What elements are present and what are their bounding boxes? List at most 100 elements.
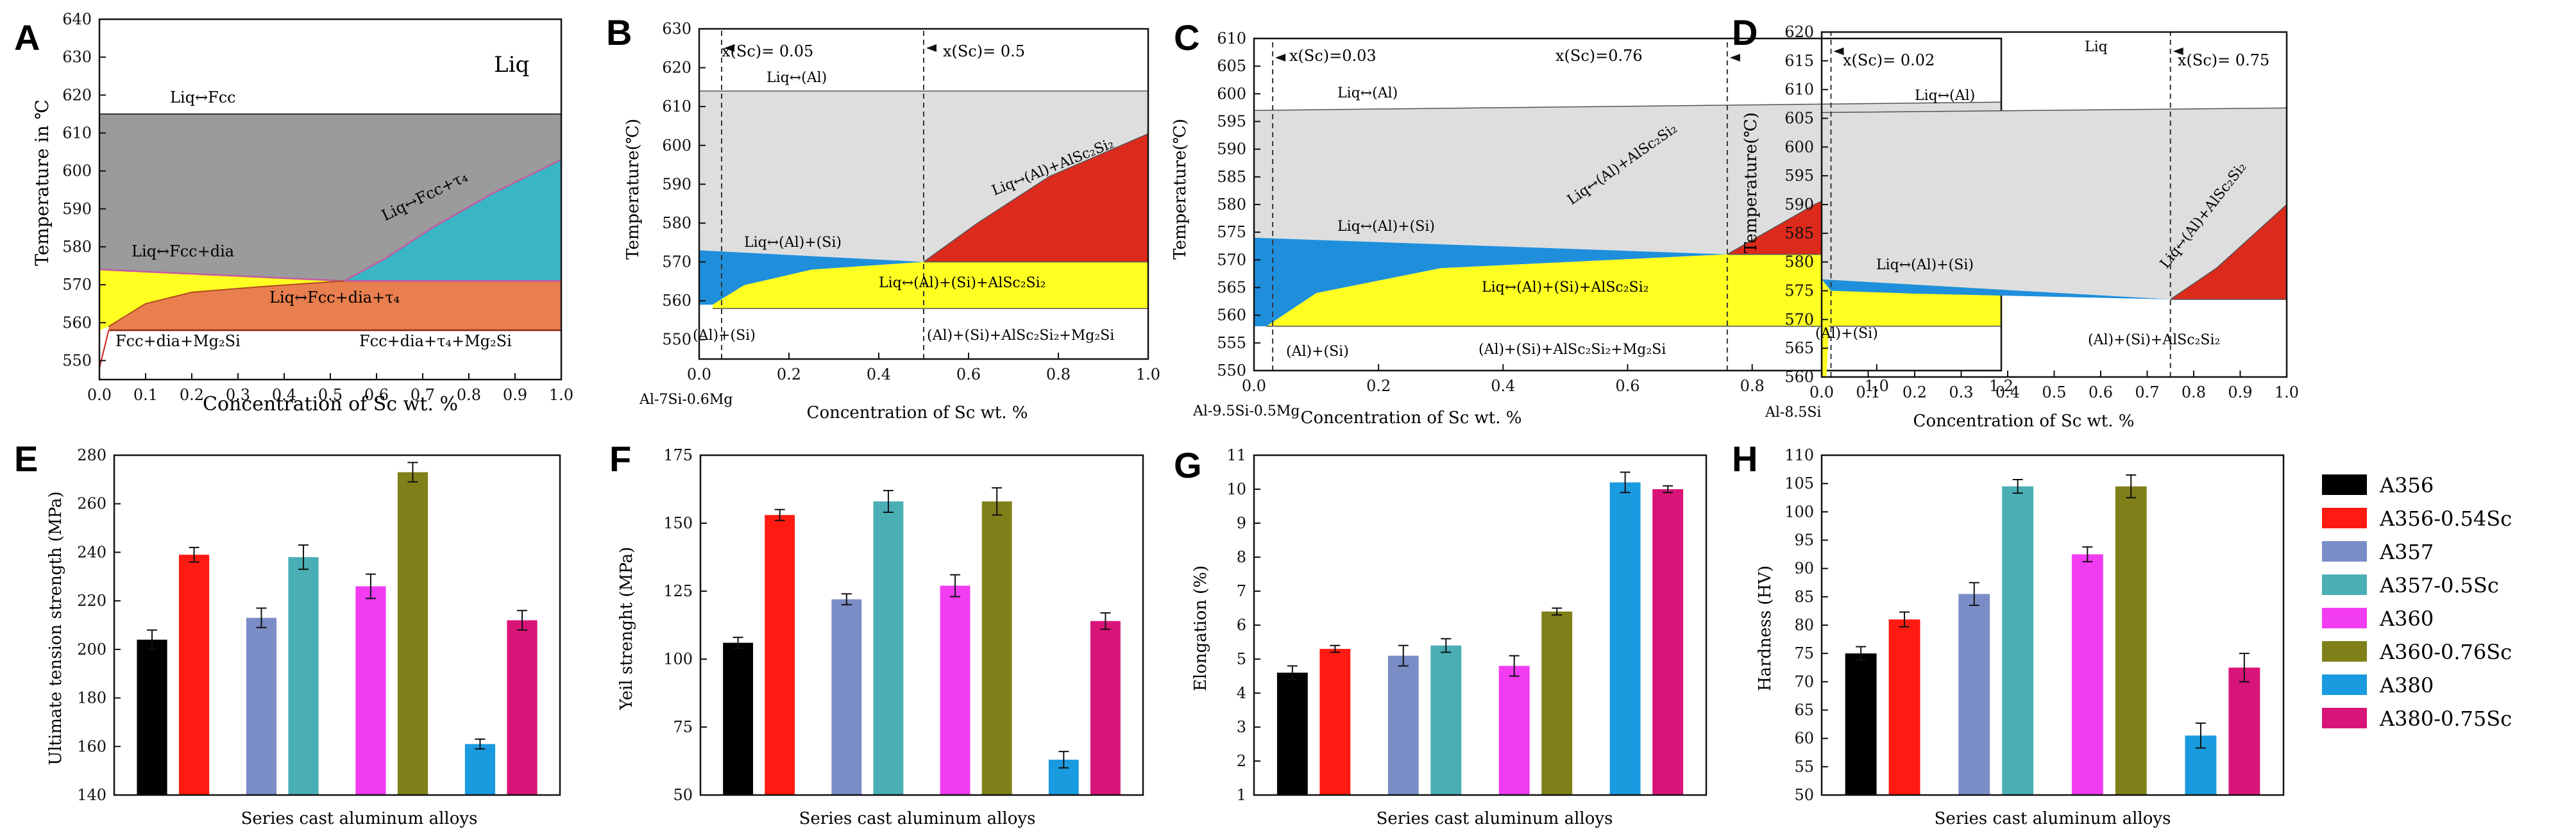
e-ytick-label: 160 — [77, 737, 106, 755]
g-xlabel: Series cast aluminum alloys — [1377, 809, 1613, 828]
panel-label-f: F — [609, 439, 631, 479]
b-ytick-label: 600 — [662, 137, 691, 155]
g-bar — [1387, 655, 1419, 795]
e-bar — [178, 555, 210, 795]
e-ytick-label: 280 — [77, 446, 106, 464]
h-ytick-label: 105 — [1784, 474, 1814, 492]
panel-label-g: G — [1174, 445, 1202, 485]
c-xtick-label: 0.2 — [1366, 377, 1391, 395]
c-ytick-label: 550 — [1217, 362, 1246, 380]
e-bar — [137, 639, 167, 795]
h-ytick-label: 55 — [1794, 758, 1814, 776]
c-region-liq-al-si-alsc — [1266, 254, 2001, 326]
a-xtick-label: 0.5 — [318, 386, 343, 404]
e-bar — [246, 617, 277, 795]
e-bar — [507, 620, 538, 795]
legend-label-2: A356-0.54Sc — [2379, 507, 2512, 531]
a-fcc-dia-boundary — [99, 269, 344, 282]
a-orange-top-line — [108, 280, 344, 328]
b-plot-frame — [698, 28, 1149, 360]
h-ytick-label: 90 — [1794, 560, 1814, 578]
b-ytick-label: 550 — [662, 331, 691, 349]
d-label-liq-al: Liq↔(Al) — [1915, 88, 1975, 104]
e-bar — [464, 744, 496, 795]
h-ytick-label: 80 — [1794, 616, 1814, 634]
d-xtick-label: 0.0 — [1809, 383, 1834, 401]
d-ylabel: Temperature(℃) — [1741, 112, 1761, 253]
a-xtick-label: 1.0 — [549, 386, 573, 404]
g-bar — [1276, 673, 1308, 795]
a-ytick-label: 640 — [62, 10, 92, 28]
b-marker-2-label: x(Sc)= 0.5 — [943, 42, 1025, 60]
e-plot-frame — [113, 454, 561, 796]
c-marker-1-label: x(Sc)=0.03 — [1289, 47, 1377, 65]
a-label-liq-fcc: Liq↔Fcc — [170, 88, 236, 106]
c-ytick-label: 570 — [1217, 251, 1246, 269]
panel-label-e: E — [14, 439, 38, 479]
b-xtick-label: 1.0 — [1136, 365, 1160, 383]
b-xtick-label: 0.8 — [1046, 365, 1071, 383]
c-ytick-label: 555 — [1217, 334, 1246, 352]
c-region-liq-al — [1254, 102, 2001, 255]
legend: A356 A356-0.54Sc A357 A357-0.5Sc A360 A3… — [2322, 473, 2512, 731]
d-xtick-label: 0.5 — [2042, 383, 2066, 401]
h-bar — [2071, 554, 2103, 795]
a-label-liq-fcc-dia: Liq↔Fcc+dia — [131, 242, 234, 260]
a-label-liq-fcc-dia-tau4: Liq↔Fcc+dia+τ₄ — [269, 289, 400, 306]
a-label-fcc-dia-tau4-mg2si: Fcc+dia+τ₄+Mg₂Si — [359, 332, 512, 350]
g-ylabel: Elongation (%) — [1191, 565, 1210, 691]
c-ytick-label: 560 — [1217, 306, 1246, 324]
a-ytick-label: 550 — [62, 351, 92, 369]
legend-label-7: A380 — [2379, 673, 2434, 698]
d-ytick-label: 620 — [1784, 23, 1814, 41]
d-marker-arrow — [2173, 47, 2183, 55]
d-ytick-label: 580 — [1784, 253, 1814, 271]
d-marker-2-label: x(Sc)= 0.75 — [2178, 51, 2269, 69]
legend-swatch-6 — [2322, 641, 2367, 662]
d-alloy: Al-8.5Si — [1765, 405, 1821, 421]
h-ylabel: Hardness (HV) — [1756, 565, 1775, 691]
b-ytick-label: 560 — [662, 292, 691, 310]
f-bar — [1090, 621, 1121, 795]
d-ytick-label: 570 — [1784, 310, 1814, 328]
a-tau4-curve — [343, 158, 562, 282]
h-ytick-label: 110 — [1784, 446, 1814, 464]
d-xtick-label: 0.2 — [1902, 383, 1927, 401]
b-region-liq-al-alsc — [924, 133, 1148, 262]
h-bar — [1845, 653, 1877, 795]
d-ytick-label: 615 — [1784, 52, 1814, 70]
c-ytick-label: 580 — [1217, 196, 1246, 214]
b-label-al-si: (Al)+(Si) — [693, 328, 756, 344]
c-ytick-label: 585 — [1217, 168, 1246, 186]
c-ytick-label: 605 — [1217, 57, 1246, 75]
c-label-liq-al-si: Liq↔(Al)+(Si) — [1337, 219, 1435, 235]
d-ytick-label: 610 — [1784, 81, 1814, 99]
c-label-liq-al: Liq↔(Al) — [1337, 85, 1398, 101]
d-ytick-label: 585 — [1784, 224, 1814, 242]
e-ytick-label: 260 — [77, 495, 106, 513]
f-bar — [873, 501, 904, 795]
f-ytick-label: 50 — [673, 786, 693, 804]
e-ylabel: Ultimate tension strength (MPa) — [46, 491, 65, 765]
f-plot-frame — [699, 454, 1144, 796]
h-bar — [2228, 667, 2260, 795]
c-xtick-label: 0.6 — [1615, 377, 1640, 395]
a-xtick-label: 0.0 — [87, 386, 112, 404]
d-xtick-label: 1.0 — [2275, 383, 2299, 401]
e-bar — [288, 557, 319, 795]
g-ytick-label: 5 — [1237, 650, 1246, 668]
c-liquidus-line — [1253, 101, 2002, 111]
b-xlabel: Concentration of Sc wt. % — [807, 403, 1028, 423]
d-xtick-label: 0.7 — [2135, 383, 2159, 401]
legend-swatch-1 — [2322, 474, 2367, 495]
panel-label-d: D — [1732, 12, 1758, 53]
f-bar — [940, 585, 970, 795]
a-xtick-label: 0.8 — [457, 386, 481, 404]
a-ytick-label: 630 — [62, 48, 92, 66]
c-marker-2-label: x(Sc)=0.76 — [1555, 47, 1643, 65]
h-ytick-label: 70 — [1794, 673, 1814, 691]
h-bar — [1958, 594, 1990, 795]
b-ytick-label: 610 — [662, 97, 691, 115]
h-ytick-label: 75 — [1794, 644, 1814, 662]
g-ytick-label: 9 — [1237, 514, 1246, 532]
